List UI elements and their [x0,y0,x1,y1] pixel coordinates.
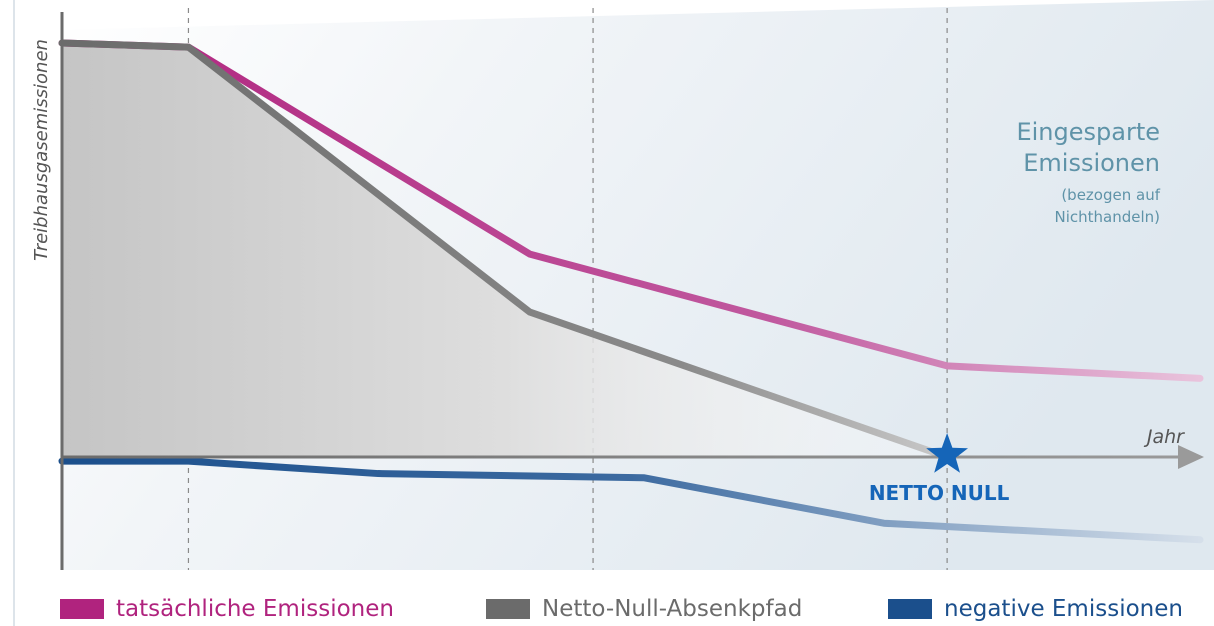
y-axis-label: Treibhausgasemissionen [31,39,52,261]
legend-item-netzero-path: Netto-Null-Absenkpfad [486,596,802,622]
series-layer [58,39,1204,544]
x-axis-label: Jahr [1143,426,1185,448]
legend-swatch-blue [888,599,932,619]
x-axis-arrow [1178,445,1204,469]
legend-swatch-magenta [60,599,104,619]
series-line-2 [58,39,951,461]
savings-note-line2: Nichthandeln) [1054,208,1160,226]
net-zero-star-icon [926,433,968,473]
legend-item-actual: tatsächliche Emissionen [60,596,394,622]
net-zero-label: NETTO NULL [869,481,1010,505]
legend-label-netzero-path: Netto-Null-Absenkpfad [542,596,803,622]
net-zero-area [62,43,948,457]
legend-label-negative: negative Emissionen [944,596,1183,622]
savings-title-line2: Emissionen [1023,149,1160,177]
savings-title-line1: Eingesparte [1016,118,1160,146]
savings-note-line1: (bezogen auf [1061,186,1160,204]
legend-swatch-gray [486,599,530,619]
legend-item-negative: negative Emissionen [888,596,1183,622]
series-line-3 [58,457,1204,544]
legend-label-actual: tatsächliche Emissionen [116,596,394,622]
